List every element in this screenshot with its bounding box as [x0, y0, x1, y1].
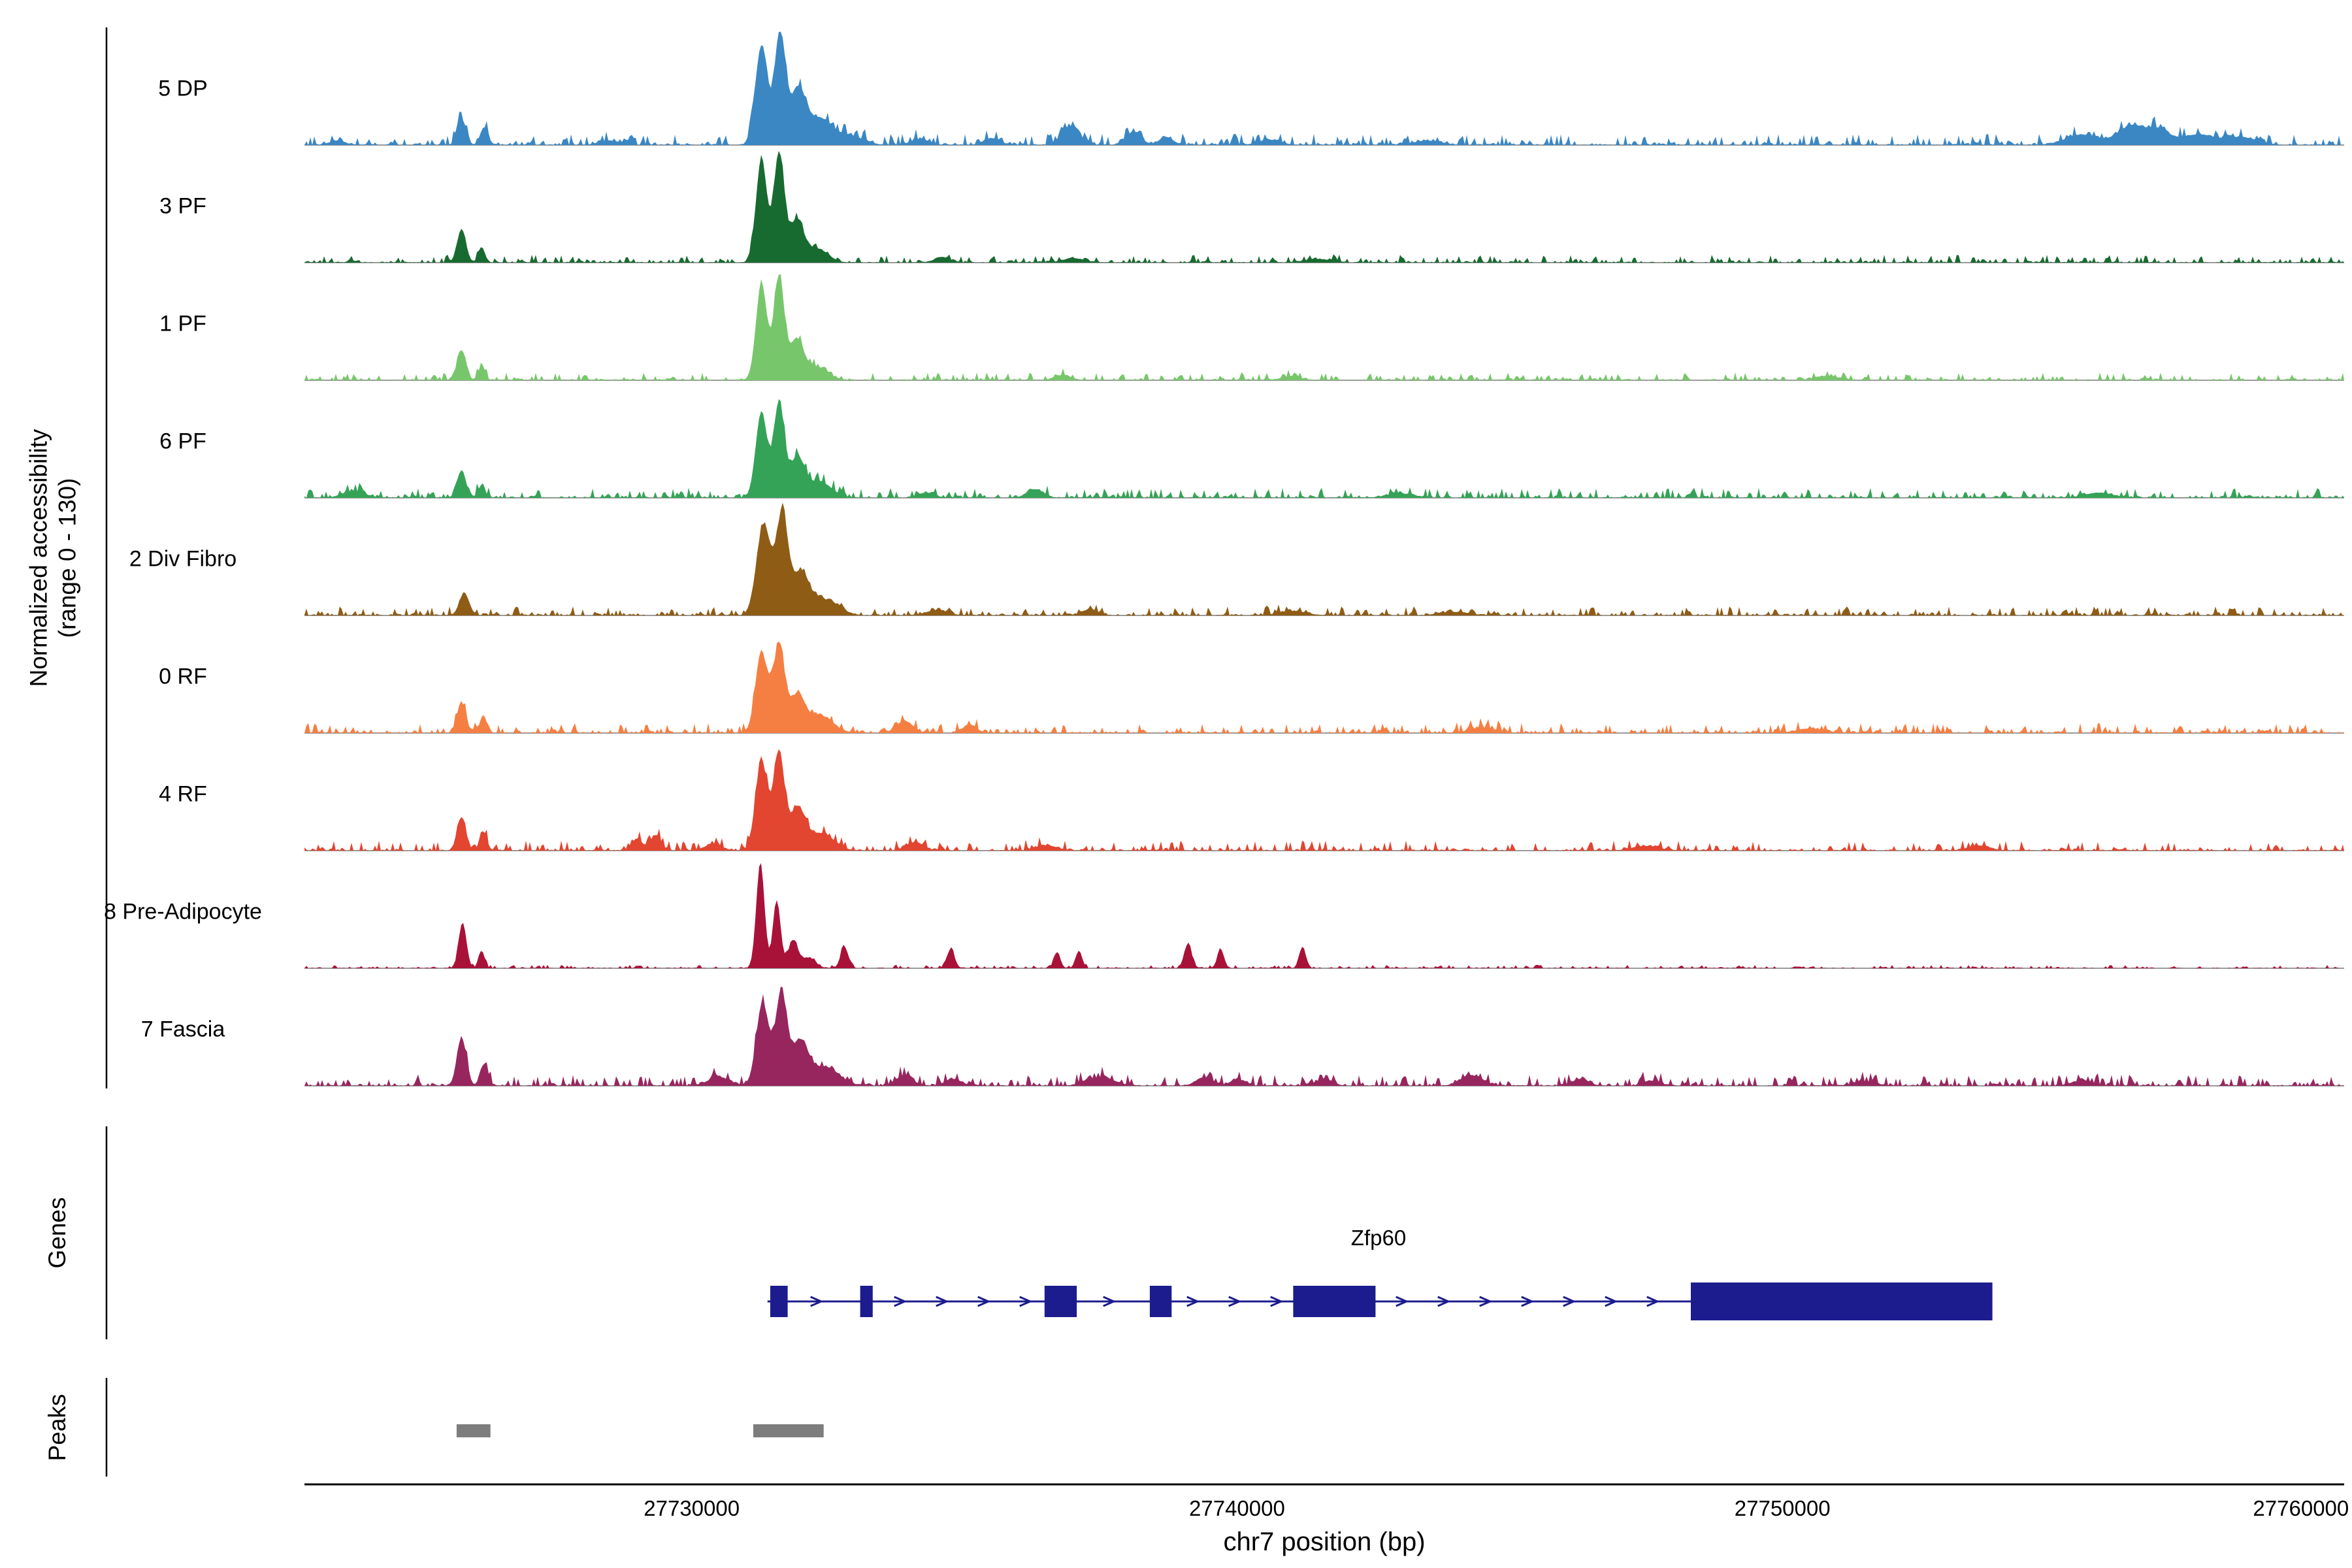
signal-track-3-pf: [304, 150, 2344, 263]
signal-track-2-div-fibro: [304, 502, 2344, 615]
strand-arrow-icon: [1563, 1296, 1576, 1307]
strand-arrow-icon: [1103, 1296, 1117, 1307]
strand-arrow-icon: [977, 1296, 991, 1307]
x-axis-title: chr7 position (bp): [1223, 1527, 1426, 1556]
strand-arrow-icon: [894, 1296, 907, 1307]
signal-track-6-pf: [304, 399, 2344, 498]
gene-exon: [1149, 1286, 1172, 1317]
strand-arrow-icon: [1228, 1296, 1242, 1307]
gene-exon: [770, 1286, 788, 1317]
gene-exon: [1691, 1282, 1993, 1320]
gene-label: Zfp60: [1350, 1226, 1407, 1250]
signal-track-1-pf: [304, 274, 2344, 380]
strand-arrow-icon: [1521, 1296, 1535, 1307]
strand-arrow-icon: [1479, 1296, 1493, 1307]
strand-arrow-icon: [1270, 1296, 1284, 1307]
gene-exon: [1044, 1286, 1077, 1317]
strand-arrow-icon: [1186, 1296, 1200, 1307]
gene-exon: [860, 1286, 873, 1317]
signal-track-5-dp: [304, 31, 2344, 146]
peak-region: [456, 1424, 491, 1437]
signal-track-4-rf: [304, 749, 2344, 851]
strand-arrow-icon: [810, 1296, 824, 1307]
signal-track-8-pre-adipocyte: [304, 863, 2344, 968]
strand-arrow-icon: [1646, 1296, 1660, 1307]
strand-arrow-icon: [1605, 1296, 1618, 1307]
strand-arrow-icon: [1396, 1296, 1409, 1307]
strand-arrow-icon: [1437, 1296, 1451, 1307]
gene-exon: [1293, 1286, 1376, 1317]
signal-track-7-fascia: [304, 986, 2344, 1086]
strand-arrow-icon: [936, 1296, 949, 1307]
peak-region: [753, 1424, 824, 1437]
strand-arrow-icon: [1019, 1296, 1033, 1307]
signal-track-0-rf: [304, 641, 2344, 733]
